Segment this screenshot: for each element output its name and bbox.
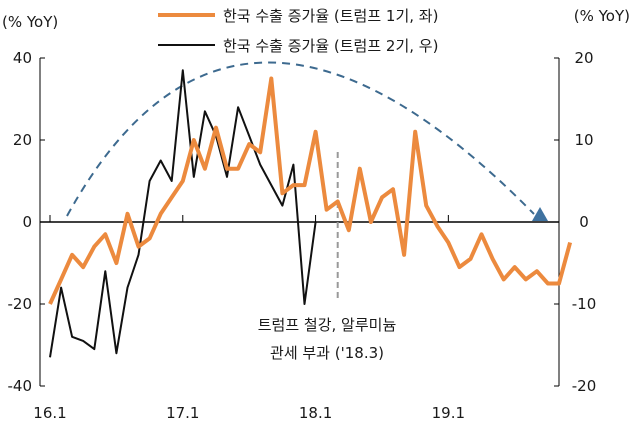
y-right-tick-label: 0 [579,213,589,231]
y-right-tick-label: -20 [572,377,597,395]
y-left-unit-label: (% YoY) [2,13,58,31]
y-left-tick-label: -20 [8,295,33,313]
y-left-tick-label: 40 [13,49,32,67]
y-left-tick-label: -40 [8,377,33,395]
x-tick-label: 16.1 [33,404,66,422]
x-tick-label: 18.1 [299,404,332,422]
y-right-tick-label: 10 [574,131,593,149]
trend [66,61,548,221]
legend: 한국 수출 증가율 (트럼프 1기, 좌) 한국 수출 증가율 (트럼프 2기,… [158,7,438,55]
legend-label-series-2: 한국 수출 증가율 (트럼프 2기, 우) [223,37,438,55]
legend-label-series-1: 한국 수출 증가율 (트럼프 1기, 좌) [223,7,438,25]
series-line-trump1-left [48,76,573,305]
tick-labels: 40 20 0 -20 -40 20 10 0 -10 -20 16.1 17.1 18.1 19.1 [8,49,597,422]
series [48,69,573,358]
series-line-trump2-right [49,69,317,358]
triangle-marker [532,207,548,221]
trend-curve [66,61,535,217]
x-tick-label: 17.1 [166,404,199,422]
y-left-tick-label: 0 [22,213,32,231]
event-label-line: 트럼프 철강, 알루미늄 [258,316,397,334]
y-right-unit-label: (% YoY) [574,7,630,25]
event-label-line: 관세 부과 ('18.3) [270,344,384,362]
x-tick-label: 19.1 [432,404,465,422]
axes [39,57,560,387]
y-right-tick-label: -10 [572,295,597,313]
y-left-tick-label: 20 [13,131,32,149]
y-right-tick-label: 20 [574,49,593,67]
